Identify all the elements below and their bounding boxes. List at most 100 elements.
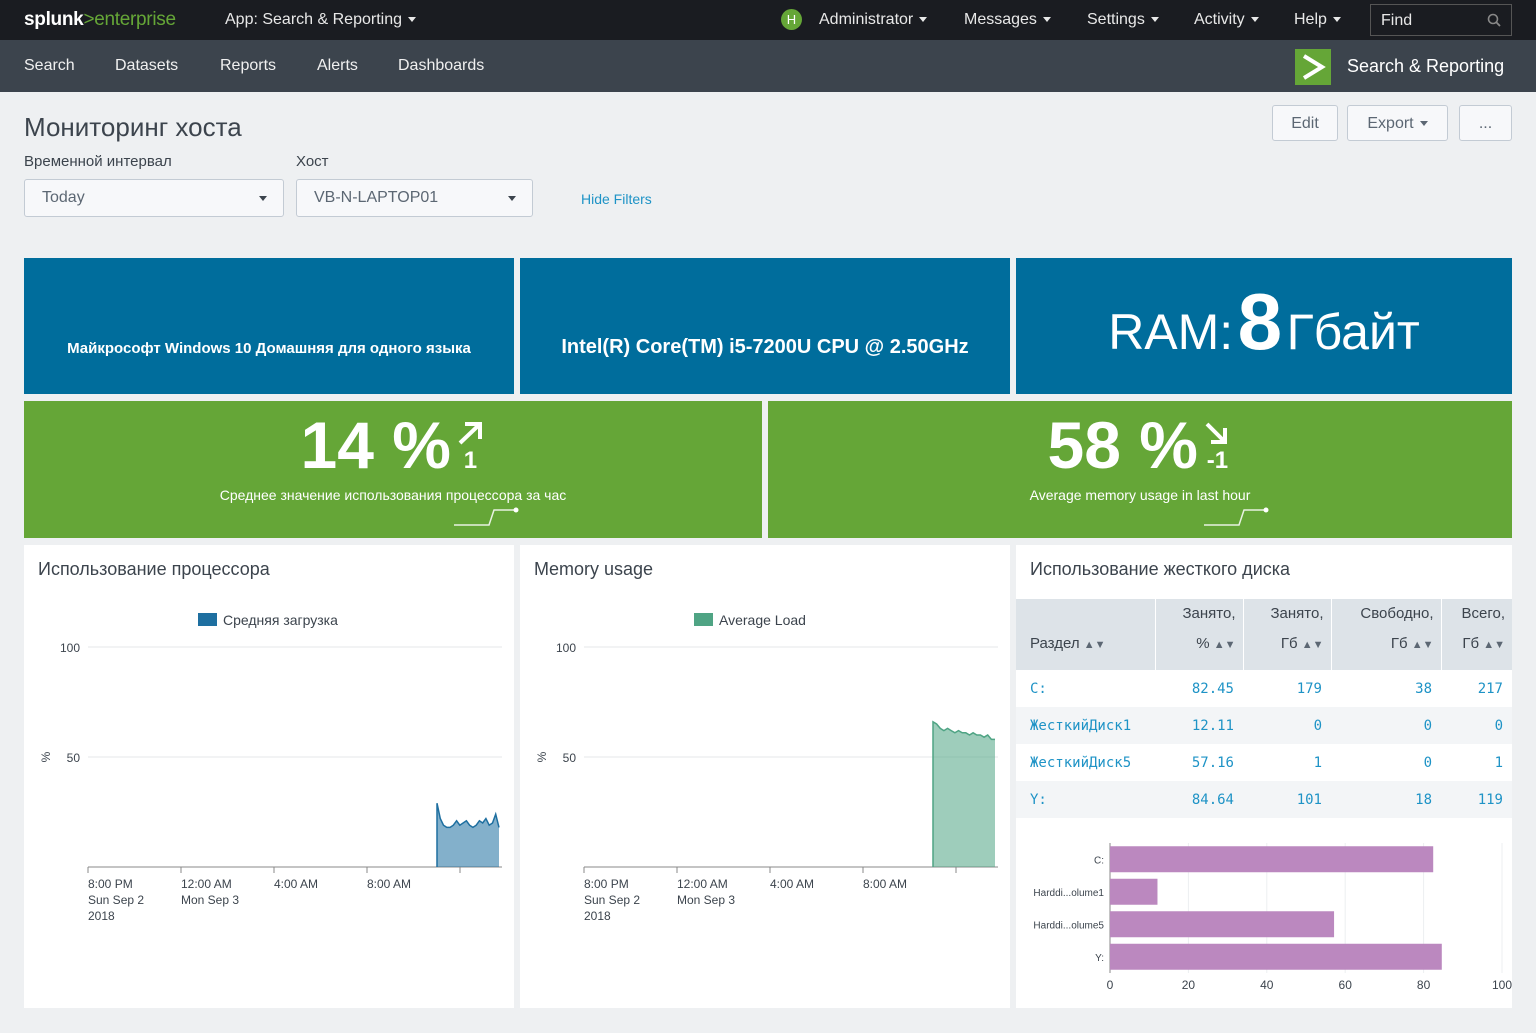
more-actions-button[interactable]: ... [1459,105,1512,141]
nav-dashboards[interactable]: Dashboards [398,57,485,74]
cell-partition[interactable]: ЖесткийДиск1 [1016,707,1155,744]
col-total-gb[interactable]: Всего, Гб ▲▼ [1441,599,1512,670]
host-value: VB-N-LAPTOP01 [314,189,439,206]
export-button-label: Export [1367,115,1414,132]
app-menu[interactable]: App: Search & Reporting [225,11,416,29]
cell-used-gb[interactable]: 101 [1243,781,1331,818]
cell-used-pct[interactable]: 57.16 [1191,754,1234,771]
time-range-select[interactable]: Today [24,179,284,217]
mem-avg-line: 58 % -1 [768,407,1512,483]
cpu-tile: Intel(R) Core(TM) i5-7200U CPU @ 2.50GHz [520,258,1010,394]
help-menu-label: Help [1294,11,1327,28]
logo-gt-text: > [83,9,95,30]
user-menu[interactable]: Administrator [819,11,928,29]
sort-icon: ▲▼ [1301,639,1324,651]
nav-alerts[interactable]: Alerts [317,57,358,74]
help-menu[interactable]: Help [1294,11,1341,29]
search-icon[interactable] [1487,13,1501,27]
activity-menu[interactable]: Activity [1194,11,1259,29]
legend-swatch [198,613,217,626]
cell-used-gb[interactable]: 0 [1243,707,1331,744]
x-tick-label: 80 [1417,978,1431,992]
host-select[interactable]: VB-N-LAPTOP01 [296,179,533,217]
memory-usage-panel: Memory usage Average Load 50 100% 8:00 PM Su… [520,545,1010,1008]
cell-total-gb[interactable]: 1 [1494,754,1503,771]
app-title[interactable]: Search & Reporting [1347,56,1505,76]
cell-used-gb[interactable]: 179 [1296,680,1322,697]
col-partition-label: Раздел [1030,635,1080,652]
table-row[interactable]: C: 82.45 179 38 217 [1016,670,1512,707]
top-bar: splunk>enterprise App: Search & Reportin… [0,0,1536,40]
user-avatar[interactable]: H [781,9,802,30]
cell-used-pct[interactable]: 84.64 [1155,781,1243,818]
area-fill [933,721,995,867]
chevron-down-icon [919,17,928,23]
cell-used-pct[interactable]: 12.11 [1155,707,1243,744]
chevron-down-icon [1332,17,1341,23]
sort-icon: ▲▼ [1213,639,1236,651]
cell-partition[interactable]: C: [1030,680,1047,697]
cell-total-gb[interactable]: 119 [1441,781,1512,818]
cell-total-gb[interactable]: 217 [1477,680,1503,697]
cpu-avg-delta: 1 [463,447,478,474]
ram-unit: Гбайт [1286,304,1420,360]
y-tick-label: 100 [556,641,576,655]
mem-sparkline [1204,507,1269,526]
sort-icon: ▲▼ [1483,639,1505,651]
x-tick-label: Mon Sep 3 [677,893,735,907]
chevron-down-icon [1419,121,1428,127]
cell-total-gb[interactable]: 0 [1441,707,1512,744]
cell-free-gb[interactable]: 38 [1415,680,1432,697]
export-button[interactable]: Export [1347,105,1448,141]
arrow-down-right-icon [1206,422,1228,444]
hide-filters-link[interactable]: Hide Filters [581,191,652,207]
splunk-logo[interactable]: splunk>enterprise [24,9,176,31]
app-logo-icon[interactable] [1295,49,1331,85]
table-header-row: Раздел ▲▼ Занято,% ▲▼ Занято, Гб ▲▼ Свобо… [1016,599,1512,670]
os-tile: Майкрософт Windows 10 Домашняя для одног… [24,258,514,394]
time-range-value: Today [42,189,85,206]
find-input[interactable] [1371,5,1493,37]
cell-partition[interactable]: Y: [1016,781,1155,818]
category-label: Harddi...olume5 [1033,920,1104,931]
cell-used-pct[interactable]: 82.45 [1191,680,1234,697]
nav-datasets[interactable]: Datasets [115,57,179,74]
col-used-gb[interactable]: Занято, Гб ▲▼ [1243,599,1332,670]
x-tick-label: 4:00 AM [274,877,318,891]
y-tick-label: 50 [563,751,577,765]
col-partition[interactable]: Раздел ▲▼ [1016,599,1156,670]
table-row[interactable]: ЖесткийДиск1 12.11 0 0 0 [1016,707,1512,744]
nav-search[interactable]: Search [24,57,75,74]
x-tick-label: 100 [1492,978,1512,992]
sort-icon: ▲▼ [1083,639,1106,651]
ram-line: RAM: 8 Гбайт [1016,276,1512,368]
x-tick-label: Sun Sep 2 [88,893,144,907]
ram-value: 8 [1237,277,1283,366]
mem-avg-value: 58 % [1047,408,1198,482]
mem-trend: -1 [1202,421,1232,473]
settings-menu[interactable]: Settings [1087,11,1159,29]
x-tick-label: 20 [1182,978,1196,992]
y-axis-label: % [39,751,53,762]
cell-partition[interactable]: ЖесткийДиск5 [1030,754,1132,771]
x-tick-label: 12:00 AM [181,877,232,891]
edit-button[interactable]: Edit [1272,105,1338,141]
disk-usage-bar-chart: 0 20 40 60 80 100 C: Harddi...olume1 Harddi...ol… [1033,843,1512,992]
cell-free-gb[interactable]: 18 [1331,781,1441,818]
col-free-gb[interactable]: Свободно, Гб ▲▼ [1331,599,1442,670]
messages-menu[interactable]: Messages [964,11,1051,29]
chevron-down-icon [508,196,516,201]
cpu-usage-panel: Использование процессора Средняя загрузк… [24,545,514,1008]
table-row[interactable]: Y: 84.64 101 18 119 [1016,781,1512,818]
col-used-pct[interactable]: Занято,% ▲▼ [1155,599,1244,670]
legend-label: Average Load [719,612,806,628]
cell-free-gb[interactable]: 0 [1423,754,1432,771]
nav-reports[interactable]: Reports [220,57,277,74]
table-row[interactable]: ЖесткийДиск5 57.16 1 0 1 [1016,744,1512,781]
x-tick-label: 12:00 AM [677,877,728,891]
cell-free-gb[interactable]: 0 [1331,707,1441,744]
cpu-model: Intel(R) Core(TM) i5-7200U CPU @ 2.50GHz [561,336,969,358]
ram-prefix: RAM: [1108,304,1234,360]
col-free-gb-label-2: Гб [1390,635,1408,652]
cell-used-gb[interactable]: 1 [1313,754,1322,771]
